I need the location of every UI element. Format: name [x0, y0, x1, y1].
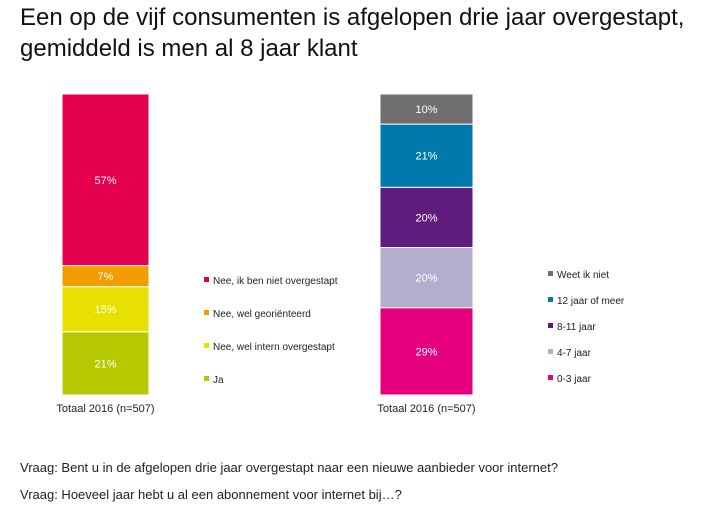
- legend-swatch-4-7-jaar: [548, 349, 553, 354]
- chart-title: Een op de vijf consumenten is afgelopen …: [20, 4, 685, 62]
- legend-label-12-jaar-of-meer: 12 jaar of meer: [557, 296, 625, 307]
- bar-segment-nee-ik-ben-niet-overgestapt: [61, 93, 150, 267]
- legend-swatch-nee-wel-intern-overgestapt: [204, 343, 209, 348]
- bar-segment-0-3-jaar: [379, 307, 474, 396]
- x-tick-label: Totaal 2016 (n=507): [56, 403, 154, 415]
- data-label-ja: 21%: [94, 358, 116, 370]
- data-label-12-jaar-of-meer: 21%: [415, 151, 437, 163]
- legend-label-nee-wel-intern-overgestapt: Nee, wel intern overgestapt: [213, 342, 335, 353]
- data-label-nee-wel-intern-overgestapt: 15%: [94, 304, 116, 316]
- legend-label-0-3-jaar: 0-3 jaar: [557, 374, 592, 385]
- bar-segment-ja: [61, 331, 150, 396]
- legend-swatch-weet-ik-niet: [548, 271, 553, 276]
- legend-swatch-nee-wel-geori-nteerd: [204, 310, 209, 315]
- data-label-0-3-jaar: 29%: [415, 346, 437, 358]
- data-label-4-7-jaar: 20%: [415, 273, 437, 285]
- bar-segment-weet-ik-niet: [379, 93, 474, 125]
- bar-segment-4-7-jaar: [379, 247, 474, 309]
- question-1: Vraag: Bent u in de afgelopen drie jaar …: [20, 460, 558, 475]
- legend-label-4-7-jaar: 4-7 jaar: [557, 348, 592, 359]
- legend-label-nee-wel-geori-nteerd: Nee, wel georiënteerd: [213, 309, 311, 320]
- bar-segment-8-11-jaar: [379, 186, 474, 249]
- question-2: Vraag: Hoeveel jaar hebt u al een abonne…: [20, 487, 402, 502]
- legend-swatch-ja: [204, 376, 209, 381]
- stacked-bar-charts: 21% 15% 7% 57% Totaal 2016 (n=507) Nee, ik be…: [56, 93, 625, 415]
- data-label-8-11-jaar: 20%: [415, 212, 437, 224]
- legend-swatch-8-11-jaar: [548, 323, 553, 328]
- legend-label-nee-ik-ben-niet-overgestapt: Nee, ik ben niet overgestapt: [213, 276, 338, 287]
- data-label-nee-wel-geori-nteerd: 7%: [98, 271, 114, 283]
- legend-swatch-12-jaar-of-meer: [548, 297, 553, 302]
- legend-swatch-0-3-jaar: [548, 375, 553, 380]
- x-tick-label: Totaal 2016 (n=507): [377, 403, 475, 415]
- data-label-weet-ik-niet: 10%: [415, 104, 437, 116]
- data-label-nee-ik-ben-niet-overgestapt: 57%: [94, 175, 116, 187]
- legend-label-8-11-jaar: 8-11 jaar: [557, 322, 596, 333]
- legend-label-weet-ik-niet: Weet ik niet: [557, 270, 609, 281]
- legend-label-ja: Ja: [213, 375, 224, 386]
- legend-swatch-nee-ik-ben-niet-overgestapt: [204, 277, 209, 282]
- bar-segment-nee-wel-intern-overgestapt: [61, 286, 150, 333]
